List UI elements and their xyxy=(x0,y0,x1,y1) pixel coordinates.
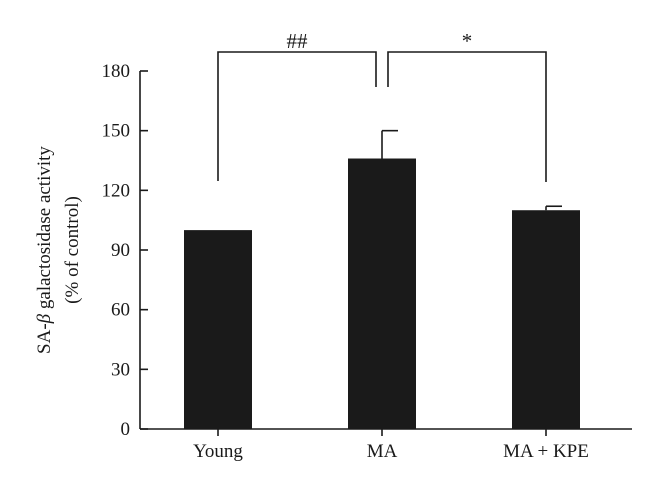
bar xyxy=(184,230,252,429)
x-tick-label: MA + KPE xyxy=(503,441,589,462)
significance-brackets: ## * xyxy=(217,29,547,182)
y-tick-label: 30 xyxy=(111,359,130,380)
x-tick-label: Young xyxy=(193,441,243,462)
y-tick-label: 150 xyxy=(102,121,131,142)
significance-bracket xyxy=(387,51,547,182)
x-tick-labels: Young MA MA + KPE xyxy=(193,429,589,462)
y-ticks: 0 30 60 90 120 150 180 xyxy=(102,61,148,440)
significance-label: ## xyxy=(287,29,309,53)
bar xyxy=(348,158,416,429)
y-axis-label-line2: (% of control) xyxy=(62,196,83,304)
significance-label: * xyxy=(462,29,473,53)
significance-bracket xyxy=(217,51,377,181)
y-axis-label: SA-β galactosidase activity (% of contro… xyxy=(34,146,83,354)
bar xyxy=(512,210,580,429)
y-axis-label-line1: SA-β galactosidase activity xyxy=(34,146,55,354)
y-tick-label: 120 xyxy=(102,180,131,201)
y-tick-label: 180 xyxy=(102,61,131,82)
x-tick-label: MA xyxy=(367,441,398,462)
y-tick-label: 60 xyxy=(111,300,130,321)
bars xyxy=(184,129,580,429)
y-tick-label: 90 xyxy=(111,240,130,261)
y-tick-label: 0 xyxy=(121,419,131,440)
